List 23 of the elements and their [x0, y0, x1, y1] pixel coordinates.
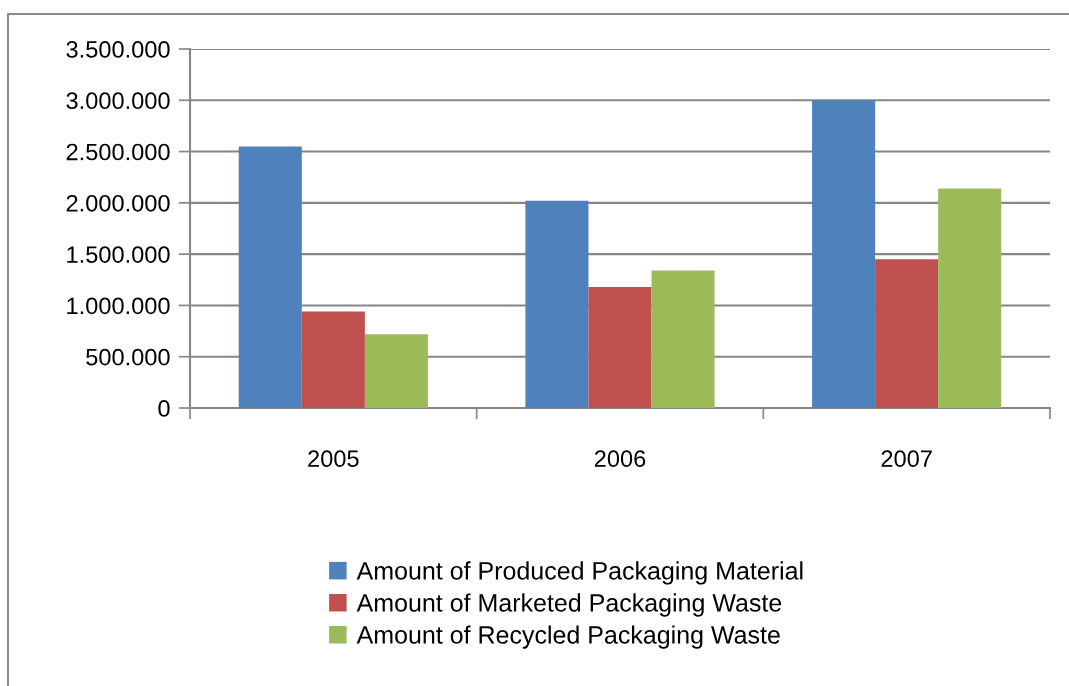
x-tick-label: 2007 — [881, 450, 932, 468]
legend-label: Amount of Recycled Packaging Waste — [356, 625, 780, 649]
bar — [238, 146, 302, 408]
y-tick-label: 3.000.000 — [66, 92, 170, 110]
bar — [364, 334, 428, 408]
y-tick-label: 3.500.000 — [66, 41, 170, 58]
bar — [812, 100, 876, 408]
bar — [301, 311, 365, 408]
bar — [651, 270, 715, 408]
y-tick-label: 500.000 — [86, 348, 170, 366]
y-tick-label: 2.000.000 — [66, 194, 170, 212]
y-tick-label: 1.000.000 — [67, 297, 170, 315]
legend-label: Amount of Marketed Packaging Waste — [356, 593, 782, 617]
bar — [525, 200, 589, 408]
bar — [588, 286, 652, 408]
x-tick-label: 2005 — [308, 450, 359, 468]
bar — [938, 188, 1002, 408]
y-tick-label: 0 — [158, 400, 170, 417]
y-tick-label: 2.500.000 — [66, 143, 170, 161]
legend-label: Amount of Produced Packaging Material — [356, 561, 803, 585]
y-tick-label: 1.500.000 — [67, 246, 170, 263]
x-tick-label: 2006 — [594, 450, 646, 468]
bar — [875, 259, 939, 408]
